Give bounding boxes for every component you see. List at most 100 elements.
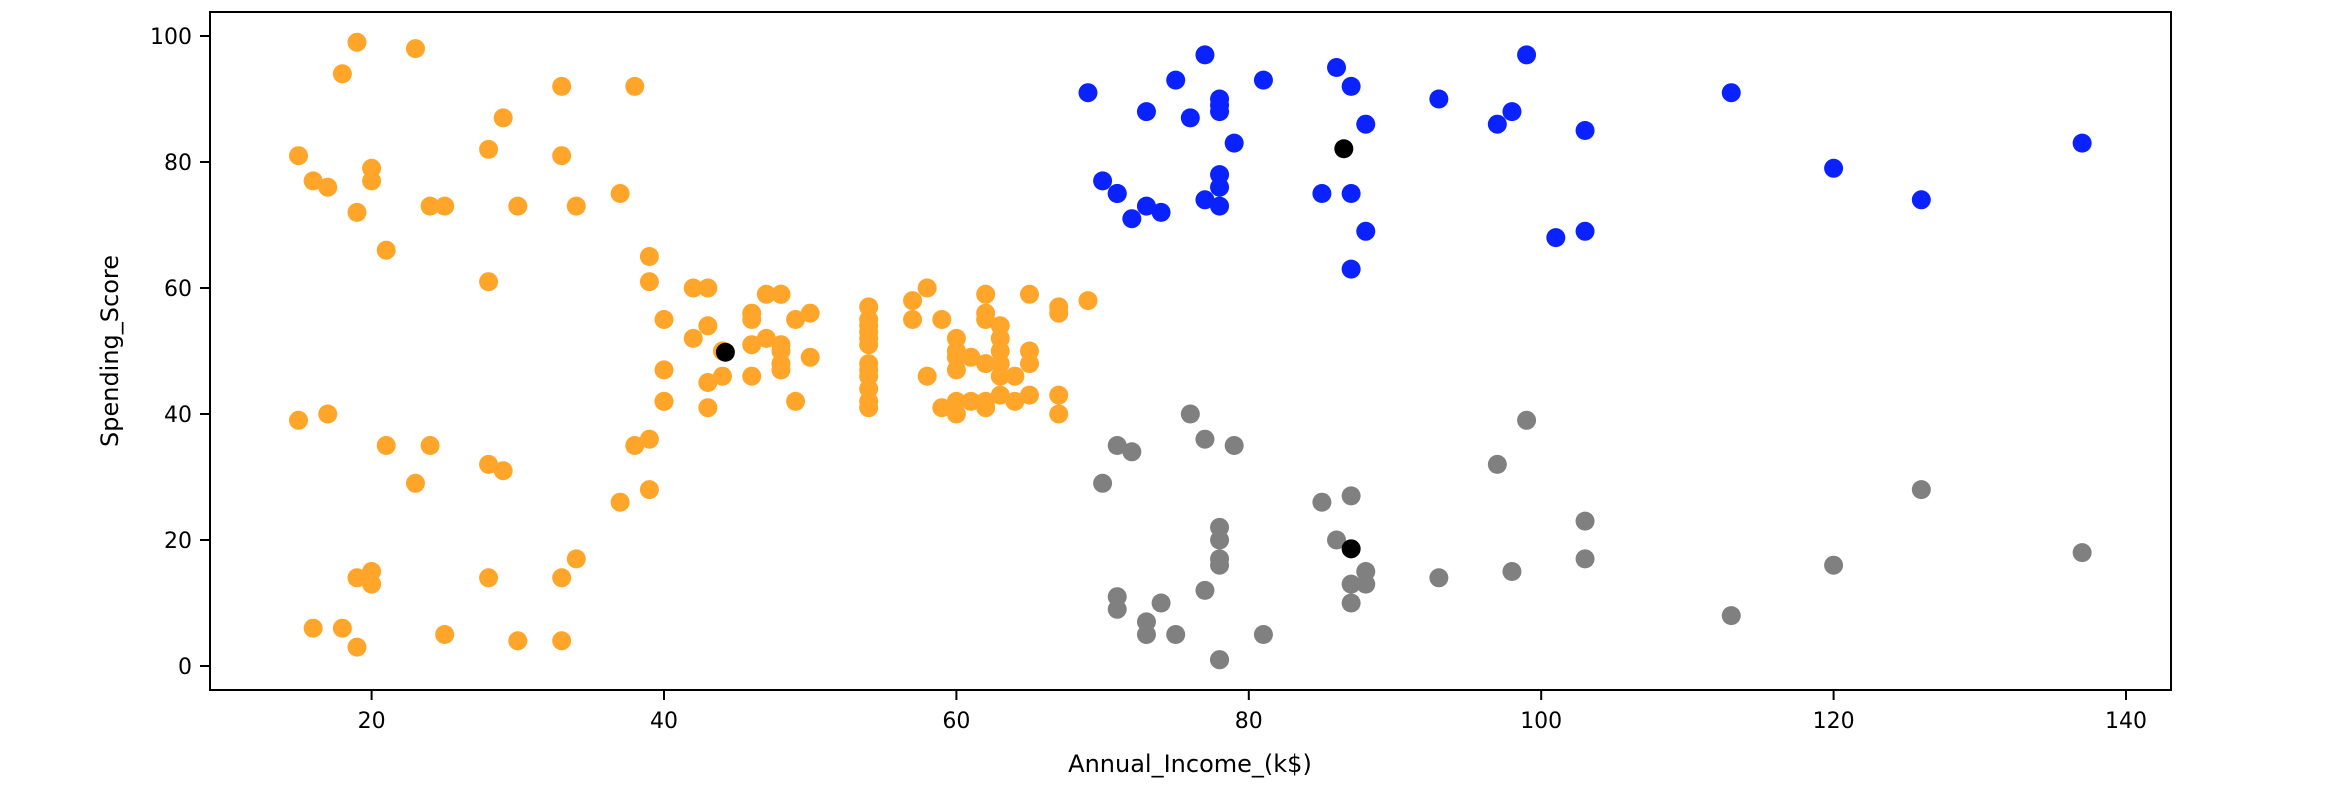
cluster-3-point [1180, 404, 1200, 424]
cluster-2-point [1575, 221, 1595, 241]
cluster-1-point [917, 278, 937, 298]
cluster-1-point [903, 291, 923, 311]
cluster-1-point [698, 316, 718, 336]
cluster-3-point [1253, 625, 1273, 644]
cluster-1-point [318, 177, 338, 197]
cluster-1-point [566, 549, 586, 569]
cluster-3-point [1210, 555, 1230, 575]
cluster-3-point [1210, 650, 1230, 670]
cluster-1-point [1049, 385, 1069, 405]
cluster-1-point [946, 360, 966, 380]
cluster-1-point [771, 284, 791, 304]
x-tick-label: 140 [2105, 709, 2147, 734]
cluster-2-point [1224, 133, 1244, 153]
cluster-1-point [610, 184, 630, 203]
cluster-2-point [1210, 95, 1230, 115]
cluster-2-point [2072, 133, 2092, 153]
cluster-3-point [1575, 511, 1595, 531]
cluster-1-point [435, 625, 455, 644]
cluster-2-point [1341, 184, 1361, 203]
cluster-1-point [508, 631, 528, 651]
cluster-2-point [1078, 83, 1098, 103]
cluster-1-point [420, 436, 440, 455]
cluster-1-point [347, 637, 367, 657]
cluster-1-point [932, 398, 952, 418]
cluster-2-point [1575, 121, 1595, 140]
cluster-3-point [1341, 486, 1361, 506]
cluster-2-point [1136, 196, 1156, 216]
cluster-3-point [1224, 436, 1244, 455]
y-tick-label: 80 [164, 151, 192, 176]
cluster-2-point [1721, 83, 1741, 103]
cluster-1-point [1020, 385, 1039, 405]
cluster-1-point [712, 366, 732, 386]
cluster-3-point [1093, 473, 1113, 493]
cluster-2-point [1356, 114, 1376, 134]
cluster-1-point [639, 272, 659, 292]
cluster-2-point [1195, 45, 1215, 65]
cluster-2-point [1107, 184, 1127, 203]
cluster-2-point [1253, 70, 1273, 90]
cluster-1-point [303, 171, 323, 191]
cluster-1-point [303, 618, 323, 638]
cluster-3-point [1517, 410, 1537, 430]
cluster-1-point [742, 310, 762, 329]
cluster-3-point [1195, 580, 1215, 600]
cluster-1-point [639, 429, 659, 449]
cluster-1-point [420, 196, 440, 216]
cluster-1-point [1020, 284, 1039, 304]
cluster-2-point [1356, 221, 1376, 241]
centroid-point [1341, 539, 1361, 559]
cluster-2-point [1546, 228, 1566, 248]
y-axis-label: Spending_Score [96, 255, 124, 447]
cluster-3-point [1151, 593, 1171, 613]
cluster-1-point [405, 39, 425, 59]
cluster-1-point [990, 385, 1010, 405]
cluster-1-point [347, 202, 367, 222]
cluster-1-point [479, 139, 499, 159]
cluster-3-point [1195, 429, 1215, 449]
x-tick-label: 60 [942, 709, 970, 734]
cluster-1-point [917, 366, 937, 386]
cluster-3-point [1107, 436, 1127, 455]
cluster-1-point [859, 335, 879, 355]
cluster-1-point [639, 480, 659, 500]
cluster-1-point [625, 76, 645, 96]
cluster-1-point [859, 398, 879, 418]
cluster-2-point [1151, 202, 1171, 222]
cluster-2-point [1502, 102, 1522, 122]
cluster-1-point [742, 366, 762, 386]
cluster-2-point [1341, 76, 1361, 96]
cluster-1-point [771, 360, 791, 380]
cluster-1-point [683, 328, 703, 348]
cluster-2-point [1487, 114, 1507, 134]
cluster-2-point [1122, 209, 1142, 229]
x-tick-label: 100 [1520, 709, 1562, 734]
cluster-1-point [1049, 404, 1069, 424]
cluster-3-point [2072, 543, 2092, 563]
cluster-1-point [362, 574, 382, 594]
cluster-1-point [683, 278, 703, 298]
cluster-1-point [405, 473, 425, 493]
cluster-3-point [1824, 555, 1844, 575]
cluster-2-point [1517, 45, 1537, 65]
cluster-1-point [493, 461, 513, 481]
cluster-1-point [946, 391, 966, 411]
cluster-2-point [1180, 108, 1200, 128]
cluster-3-point [1327, 530, 1347, 550]
cluster-1-point [479, 272, 499, 292]
cluster-1-point [479, 568, 499, 588]
cluster-1-point [698, 278, 718, 298]
cluster-3-point [1911, 480, 1931, 500]
cluster-1-point [566, 196, 586, 216]
cluster-2-point [1210, 165, 1230, 185]
cluster-1-point [961, 391, 981, 411]
cluster-3-point [1575, 549, 1595, 569]
cluster-1-point [332, 618, 352, 638]
cluster-1-point [318, 404, 338, 424]
cluster-1-point [946, 341, 966, 361]
cluster-1-point [786, 391, 806, 411]
cluster-1-point [698, 398, 718, 418]
cluster-3-point [1341, 593, 1361, 613]
